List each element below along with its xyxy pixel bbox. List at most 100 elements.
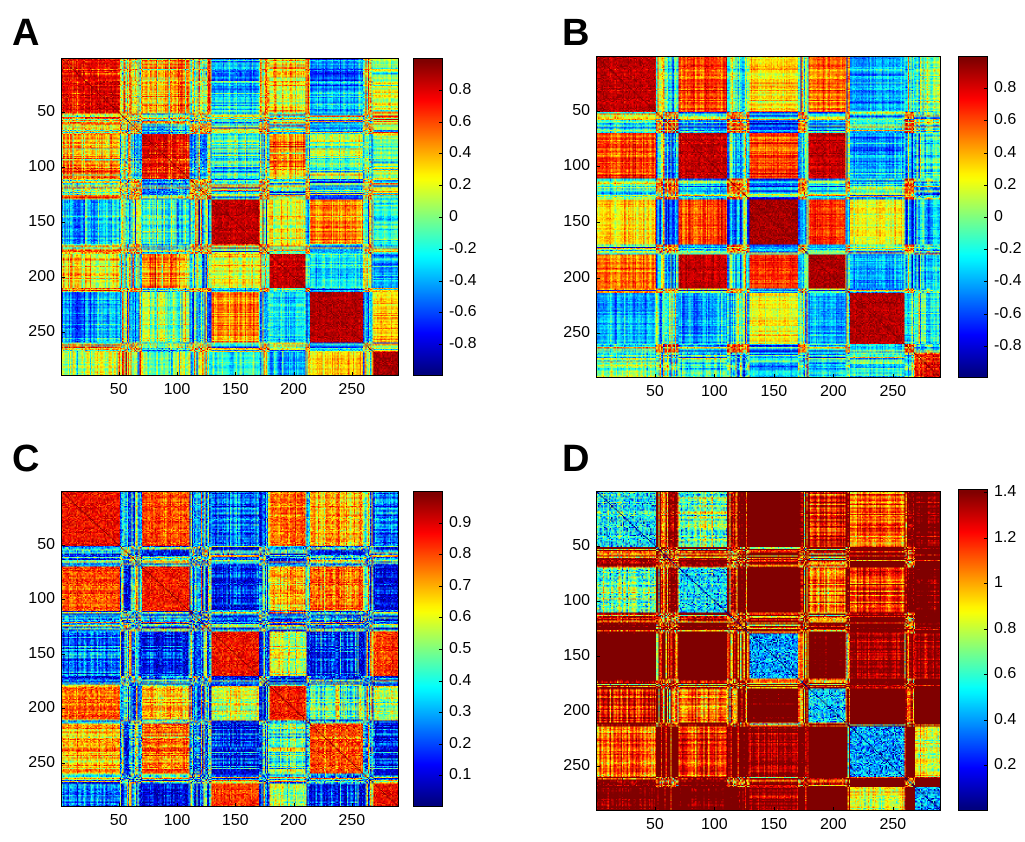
y-tick-mark bbox=[61, 762, 65, 764]
colorbar-tick-label: -0.2 bbox=[994, 240, 1022, 258]
y-tick-label: 200 bbox=[563, 702, 590, 720]
colorbar-tick-label: 1 bbox=[994, 574, 1003, 592]
colorbar-tick-label: -0.4 bbox=[994, 272, 1022, 290]
colorbar-tick-label: 0.9 bbox=[449, 513, 472, 531]
y-tick-mark bbox=[596, 221, 600, 223]
x-tick-mark bbox=[351, 372, 353, 376]
colorbar-tick-mark bbox=[439, 248, 443, 250]
colorbar-tick-label: 0.6 bbox=[994, 111, 1017, 129]
x-tick-label: 100 bbox=[163, 812, 191, 829]
x-tick-mark bbox=[833, 374, 835, 378]
y-tick-label: 50 bbox=[37, 535, 55, 553]
colorbar-tick-mark bbox=[984, 345, 988, 347]
x-tick-label: 100 bbox=[701, 816, 728, 833]
colorbar-d bbox=[958, 489, 988, 811]
x-tick-label: 100 bbox=[163, 381, 191, 398]
x-tick-mark bbox=[351, 803, 353, 807]
colorbar-tick-mark bbox=[984, 217, 988, 218]
y-tick-mark bbox=[596, 711, 600, 713]
y-tick-mark bbox=[596, 600, 600, 602]
y-tick-label: 50 bbox=[572, 101, 590, 119]
colorbar-tick-mark bbox=[984, 313, 988, 315]
y-tick-mark bbox=[61, 331, 65, 333]
x-tick-mark bbox=[654, 374, 656, 378]
colorbar-tick-label: -0.2 bbox=[449, 239, 477, 257]
colorbar-tick-label: 0.1 bbox=[449, 766, 472, 784]
heatmap-d bbox=[596, 491, 941, 811]
y-tick-mark bbox=[596, 655, 600, 657]
colorbar-tick-mark bbox=[984, 674, 988, 676]
x-tick-label: 150 bbox=[221, 381, 249, 398]
y-tick-label: 100 bbox=[28, 590, 55, 608]
x-tick-mark bbox=[176, 372, 178, 376]
x-tick-label: 200 bbox=[819, 816, 847, 833]
heatmap-c bbox=[61, 491, 399, 807]
panel-letter-d: D bbox=[562, 438, 590, 480]
y-tick-label: 250 bbox=[28, 753, 55, 771]
colorbar-tick-label: 0.8 bbox=[449, 80, 472, 98]
colorbar-tick-mark bbox=[439, 649, 443, 650]
colorbar-tick-mark bbox=[439, 185, 443, 187]
panel-letter-b: B bbox=[562, 12, 590, 54]
x-tick-mark bbox=[892, 807, 894, 811]
x-tick-label: 100 bbox=[701, 383, 728, 400]
y-tick-label: 200 bbox=[28, 699, 55, 717]
colorbar-tick-mark bbox=[439, 680, 443, 682]
x-tick-label: 50 bbox=[645, 383, 664, 400]
y-tick-mark bbox=[61, 544, 65, 546]
y-tick-mark bbox=[61, 653, 65, 655]
x-tick-label: 200 bbox=[280, 381, 307, 398]
y-tick-mark bbox=[596, 545, 600, 547]
x-tick-label: 150 bbox=[760, 816, 788, 833]
colorbar-tick-mark bbox=[439, 617, 443, 619]
colorbar-tick-label: -0.6 bbox=[994, 304, 1022, 322]
x-tick-mark bbox=[235, 803, 237, 807]
y-tick-label: 100 bbox=[563, 157, 590, 175]
colorbar-tick-mark bbox=[984, 583, 988, 585]
heatmap-b bbox=[596, 56, 941, 378]
y-tick-mark bbox=[596, 766, 600, 768]
colorbar-c bbox=[413, 491, 443, 807]
colorbar-tick-mark bbox=[439, 775, 443, 777]
colorbar-tick-label: 0.6 bbox=[449, 608, 472, 626]
colorbar-tick-label: -0.8 bbox=[994, 336, 1022, 354]
colorbar-tick-mark bbox=[984, 120, 988, 122]
colorbar-tick-mark bbox=[439, 344, 443, 346]
colorbar-tick-label: 0.2 bbox=[994, 756, 1017, 774]
colorbar-tick-mark bbox=[984, 765, 988, 767]
colorbar-tick-label: 0 bbox=[994, 208, 1003, 225]
colorbar-tick-label: 0.8 bbox=[449, 545, 472, 563]
x-tick-mark bbox=[833, 807, 835, 811]
colorbar-b bbox=[958, 56, 988, 378]
y-tick-mark bbox=[61, 112, 65, 114]
colorbar-tick-label: 1.4 bbox=[994, 483, 1017, 501]
colorbar-tick-mark bbox=[984, 719, 988, 721]
x-tick-mark bbox=[714, 374, 716, 378]
colorbar-tick-label: 0.4 bbox=[449, 671, 472, 689]
y-tick-label: 100 bbox=[28, 158, 55, 176]
x-tick-mark bbox=[293, 803, 295, 807]
colorbar-tick-mark bbox=[984, 281, 988, 283]
y-tick-mark bbox=[61, 599, 65, 601]
colorbar-tick-label: 0.8 bbox=[994, 619, 1017, 637]
colorbar-tick-label: 0.6 bbox=[994, 665, 1017, 683]
y-tick-mark bbox=[596, 277, 600, 279]
colorbar-tick-label: 1.2 bbox=[994, 528, 1017, 546]
colorbar-tick-label: 0.4 bbox=[449, 144, 472, 162]
x-tick-mark bbox=[293, 372, 295, 376]
y-tick-mark bbox=[61, 708, 65, 710]
x-tick-label: 200 bbox=[819, 383, 847, 400]
panel-letter-c: C bbox=[12, 438, 40, 480]
x-tick-mark bbox=[654, 807, 656, 811]
colorbar-tick-mark bbox=[439, 121, 443, 123]
y-tick-label: 50 bbox=[572, 536, 590, 554]
y-tick-label: 250 bbox=[563, 324, 590, 342]
y-tick-mark bbox=[596, 110, 600, 112]
x-tick-label: 250 bbox=[879, 383, 907, 400]
y-tick-mark bbox=[596, 333, 600, 335]
y-tick-mark bbox=[596, 166, 600, 168]
x-tick-mark bbox=[773, 374, 775, 378]
colorbar-tick-mark bbox=[439, 712, 443, 714]
x-tick-mark bbox=[892, 374, 894, 378]
y-tick-mark bbox=[61, 167, 65, 169]
